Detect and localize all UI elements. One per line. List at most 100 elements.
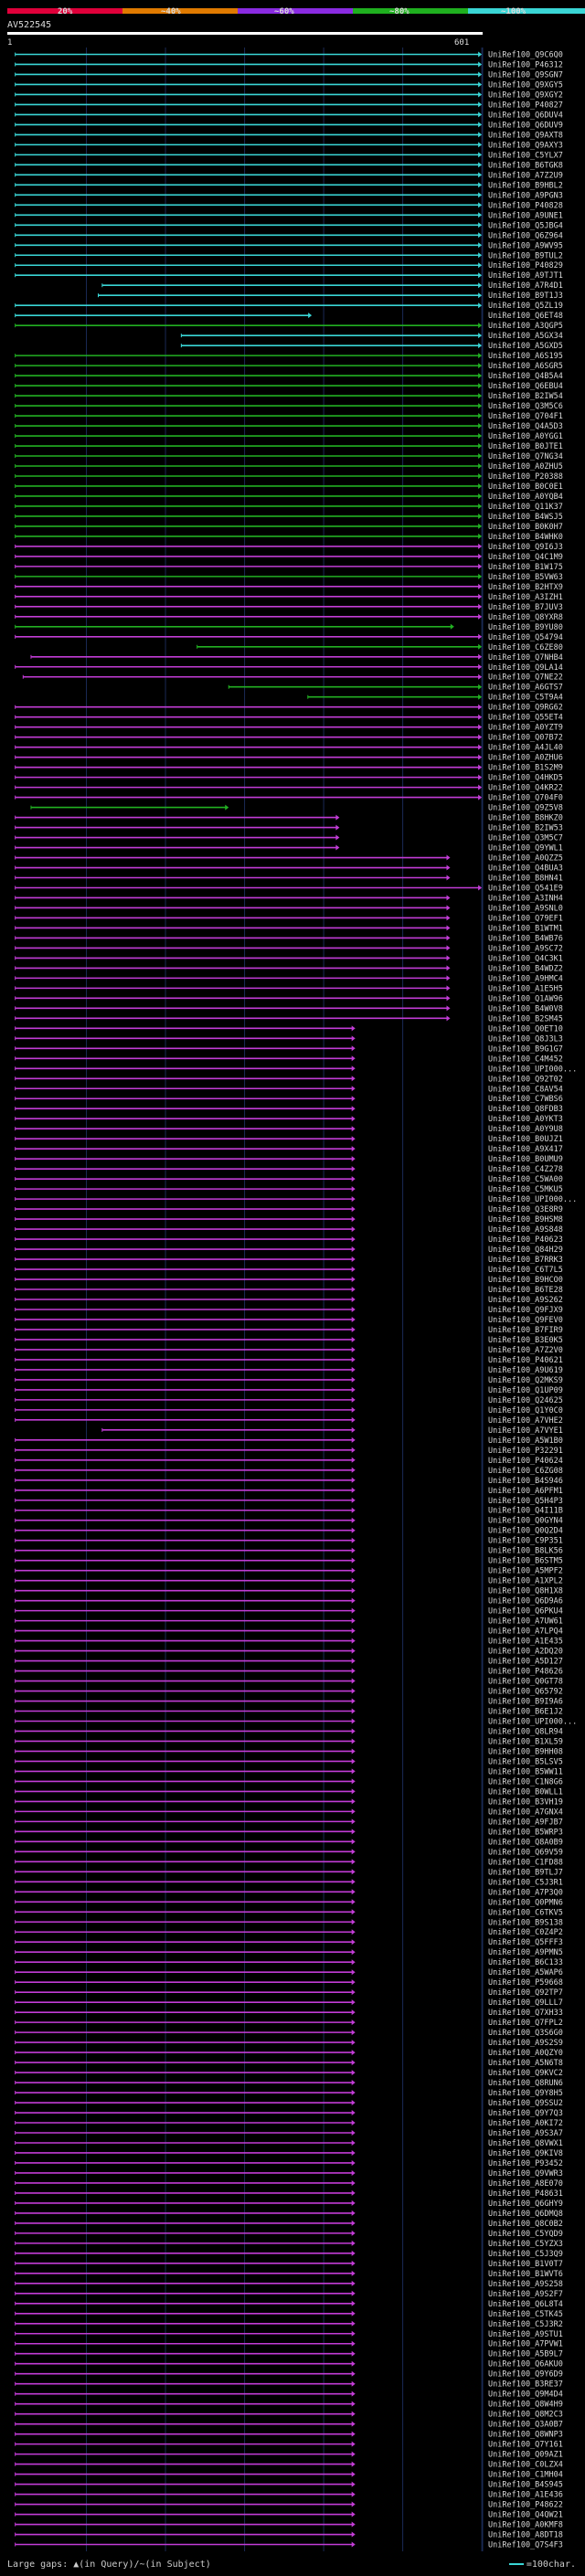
hit-arrow	[351, 2220, 356, 2226]
hit-arrow	[446, 854, 451, 861]
hit-arrow	[478, 684, 483, 690]
hit-label: UniRef100_Q4C1M9	[488, 553, 563, 562]
hit-label: UniRef100_Q7Y161	[488, 2441, 563, 2450]
hit-label: UniRef100_A1E5H5	[488, 984, 563, 993]
hit-arrow	[478, 543, 483, 549]
hit-label: UniRef100_P40827	[488, 101, 563, 110]
hit-arrow	[351, 1718, 356, 1724]
hit-label: UniRef100_A9U619	[488, 1366, 563, 1375]
hit-arrow	[446, 905, 451, 911]
hit-label: UniRef100_P59668	[488, 1978, 563, 1988]
hit-label: UniRef100_P32291	[488, 1447, 563, 1456]
hit-arrow	[351, 1708, 356, 1714]
hit-label: UniRef100_B6TGK8	[488, 161, 563, 170]
hit-arrow	[478, 262, 483, 269]
hit-label: UniRef100_Q9Y6D9	[488, 2370, 563, 2380]
hit-label: UniRef100_Q9Z5V8	[488, 804, 563, 813]
hit-arrow	[351, 1116, 356, 1122]
scale-label-20: 20%	[58, 7, 73, 16]
identity-scale-bar: 20% ~40% ~60% ~80% ~100%	[7, 7, 585, 16]
hit-arrow	[478, 252, 483, 259]
hit-label: UniRef100_B5VW63	[488, 573, 563, 582]
hit-arrow	[351, 2060, 356, 2066]
hit-arrow	[351, 1808, 356, 1815]
hit-arrow	[478, 363, 483, 369]
hit-arrow	[446, 864, 451, 871]
hit-label: UniRef100_Q5ZL19	[488, 302, 563, 311]
hit-arrow	[351, 1356, 356, 1362]
hit-label: UniRef100_Q6DUV4	[488, 111, 563, 120]
hit-label: UniRef100_C7WBS6	[488, 1095, 563, 1104]
hit-arrow	[351, 1376, 356, 1383]
hit-arrow	[351, 2179, 356, 2186]
hit-arrow	[478, 323, 483, 329]
hit-label: UniRef100_A3INH4	[488, 894, 563, 903]
footer: Large gaps: ▲(in Query)/~(in Subject) =1…	[7, 2559, 583, 2571]
hit-label: UniRef100_Q9I6J3	[488, 543, 563, 552]
hit-label: UniRef100_Q4B5A4	[488, 372, 563, 381]
hit-label: UniRef100_Q541E9	[488, 884, 563, 893]
hit-label: UniRef100_Q9LLL7	[488, 1998, 563, 2008]
hit-arrow	[478, 774, 483, 780]
hit-arrow	[478, 553, 483, 559]
footer-scale-legend: =100char.	[508, 2559, 576, 2571]
hit-arrow	[351, 2431, 356, 2437]
hit-label: UniRef100_A7Z2V0	[488, 1346, 563, 1355]
hit-arrow	[351, 1436, 356, 1443]
hit-arrow	[351, 2189, 356, 2196]
hit-arrow	[446, 875, 451, 881]
scale-segment-20	[7, 8, 122, 14]
hit-label: UniRef100_Q0ET10	[488, 1024, 563, 1034]
hit-arrow	[351, 1818, 356, 1825]
hit-label: UniRef100_C6ZG08	[488, 1467, 563, 1476]
hit-label: UniRef100_Q79EF1	[488, 914, 563, 923]
scale-segment-100	[468, 8, 585, 14]
hit-arrow	[351, 1035, 356, 1042]
hit-label: UniRef100_Q9VWR3	[488, 2169, 563, 2178]
hit-label: UniRef100_B0K0H7	[488, 523, 563, 532]
hit-arrow	[351, 2330, 356, 2337]
hit-label: UniRef100_B3E0K5	[488, 1336, 563, 1345]
hit-arrow	[351, 2270, 356, 2276]
hit-arrow	[478, 603, 483, 610]
hit-label: UniRef100_B1W175	[488, 563, 563, 572]
hit-label: UniRef100_Q7XH33	[488, 2009, 563, 2018]
hit-label: UniRef100_A8DT18	[488, 2531, 563, 2540]
hit-arrow	[351, 1648, 356, 1654]
hit-label: UniRef100_Q8J3L3	[488, 1034, 563, 1044]
hit-arrow	[351, 1738, 356, 1744]
hit-label: UniRef100_Q09AZ1	[488, 2451, 563, 2460]
hit-arrow	[478, 734, 483, 740]
hit-arrow	[478, 463, 483, 469]
hit-arrow	[351, 1527, 356, 1533]
hit-label: UniRef100_Q0GT78	[488, 1678, 563, 1687]
hit-label: UniRef100_Q7FPL2	[488, 2019, 563, 2028]
hit-label: UniRef100_A5WAP6	[488, 1968, 563, 1977]
hit-arrow	[335, 824, 340, 831]
hit-label: UniRef100_B9YU80	[488, 623, 563, 632]
hit-arrow	[351, 1076, 356, 1082]
hit-label: UniRef100_Q0Q2D4	[488, 1527, 563, 1536]
hit-label: UniRef100_A2DQ20	[488, 1648, 563, 1657]
hit-label: UniRef100_A9HMC4	[488, 974, 563, 983]
hit-label: UniRef100_Q8M2C3	[488, 2411, 563, 2420]
hit-arrow	[351, 1517, 356, 1523]
hit-label: UniRef100_A5W1B0	[488, 1436, 563, 1446]
hit-arrow	[478, 172, 483, 178]
hit-arrow	[478, 272, 483, 279]
hit-label: UniRef100_A9PGN3	[488, 191, 563, 200]
hit-arrow	[351, 1396, 356, 1403]
hit-arrow	[478, 91, 483, 98]
hit-arrow	[351, 1748, 356, 1754]
hit-arrow	[351, 2090, 356, 2096]
hit-arrow	[478, 61, 483, 68]
hit-arrow	[351, 2310, 356, 2316]
hit-label: UniRef100_C4Z278	[488, 1165, 563, 1174]
hit-arrow	[351, 2340, 356, 2347]
hit-arrow	[446, 925, 451, 931]
hit-label: UniRef100_A0KI72	[488, 2119, 563, 2128]
hit-label: UniRef100_A0QZY0	[488, 2049, 563, 2058]
hit-arrow	[351, 2120, 356, 2126]
hit-arrow	[478, 142, 483, 148]
hit-label: UniRef100_B9S138	[488, 1918, 563, 1927]
